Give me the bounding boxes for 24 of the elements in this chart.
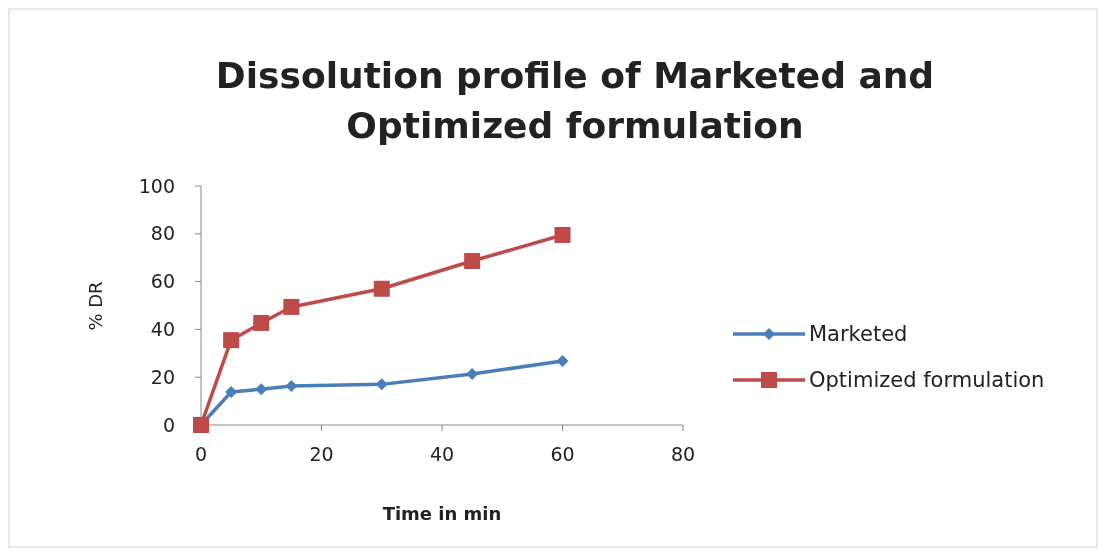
- y-tick-label: 100: [138, 174, 175, 197]
- point: [556, 354, 569, 367]
- y-tick-label: 0: [162, 413, 175, 436]
- x-tick-label: 0: [194, 443, 208, 465]
- x-tick-label: 60: [550, 443, 575, 465]
- point: [223, 332, 240, 349]
- chart-title: Dissolution profile of Marketed and Optimized formulation: [215, 55, 935, 146]
- point: [464, 253, 481, 270]
- x-tick-label: 80: [670, 443, 696, 465]
- y-axis-title: % DR: [85, 281, 106, 331]
- point: [253, 314, 270, 331]
- x-tick-label: 20: [309, 443, 334, 465]
- point: [283, 298, 300, 315]
- x-tick-label: 40: [429, 443, 455, 465]
- y-tick-label: 40: [150, 318, 175, 341]
- y-tick-label: 80: [150, 222, 175, 245]
- point: [255, 383, 268, 396]
- y-tick-label: 20: [150, 365, 175, 388]
- legend-label: Optimized formulation: [809, 368, 1045, 393]
- y-tick-label: 60: [150, 270, 175, 293]
- legend-label: Marketed: [809, 322, 908, 347]
- point: [554, 227, 571, 243]
- x-axis-title: Time in min: [382, 503, 502, 524]
- point: [373, 280, 390, 297]
